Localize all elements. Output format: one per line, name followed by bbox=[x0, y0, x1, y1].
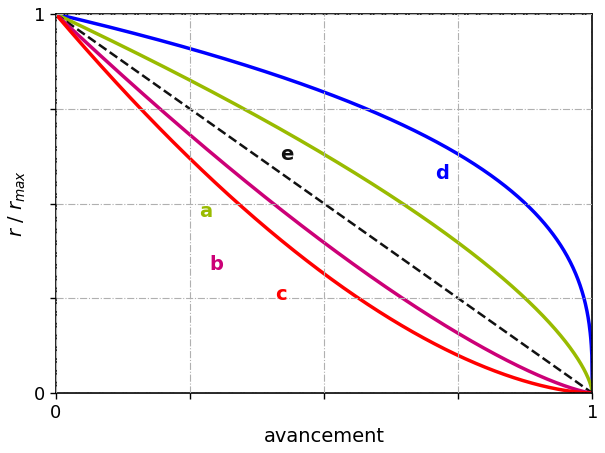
Text: c: c bbox=[275, 285, 287, 304]
Text: d: d bbox=[435, 164, 449, 183]
Text: e: e bbox=[280, 145, 293, 164]
X-axis label: avancement: avancement bbox=[264, 427, 385, 446]
Text: b: b bbox=[210, 255, 224, 274]
Y-axis label: $r\ /\ r_{max}$: $r\ /\ r_{max}$ bbox=[7, 170, 28, 237]
Text: a: a bbox=[199, 202, 212, 221]
